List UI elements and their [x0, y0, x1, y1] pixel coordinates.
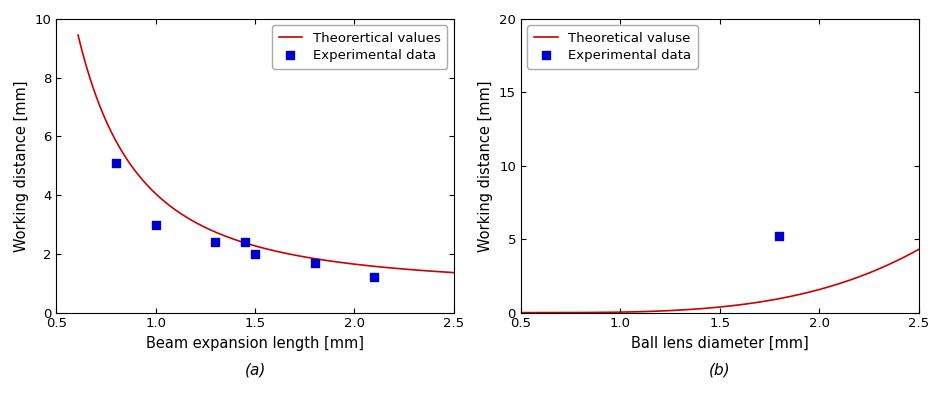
Line: Theoretical valuse: Theoretical valuse — [521, 249, 918, 313]
Theoretical valuse — [913, 247, 924, 252]
X-axis label: Beam expansion length [mm]: Beam expansion length [mm] — [146, 336, 364, 351]
Legend: Theorertical values, Experimental data: Theorertical values, Experimental data — [272, 26, 447, 69]
Theorertical values — [380, 265, 391, 270]
Experimental data — [108, 160, 124, 166]
X-axis label: Ball lens diameter [mm]: Ball lens diameter [mm] — [631, 336, 808, 351]
Experimental data — [771, 233, 786, 239]
Theoretical valuse — [706, 305, 718, 310]
Legend: Theoretical valuse, Experimental data: Theoretical valuse, Experimental data — [527, 26, 698, 69]
Theoretical valuse — [515, 310, 526, 315]
Experimental data — [247, 251, 262, 257]
Experimental data — [307, 259, 323, 266]
Theoretical valuse — [752, 300, 763, 305]
Experimental data — [148, 221, 163, 228]
Line: Theorertical values: Theorertical values — [78, 35, 454, 273]
Experimental data — [238, 239, 253, 245]
Theoretical valuse — [731, 303, 742, 308]
Theorertical values — [253, 245, 264, 249]
Theorertical values — [296, 254, 307, 259]
Theoretical valuse — [841, 279, 852, 284]
Y-axis label: Working distance [mm]: Working distance [mm] — [478, 80, 493, 252]
Text: (b): (b) — [709, 363, 731, 378]
Y-axis label: Working distance [mm]: Working distance [mm] — [14, 80, 29, 252]
Experimental data — [207, 239, 223, 245]
Text: (a): (a) — [244, 363, 266, 378]
Theoretical valuse — [903, 252, 915, 257]
Experimental data — [367, 274, 382, 281]
Theorertical values — [251, 244, 262, 249]
Theorertical values — [73, 33, 84, 37]
Theorertical values — [275, 250, 287, 255]
Theorertical values — [439, 269, 451, 274]
Theorertical values — [448, 270, 459, 275]
Theoretical valuse — [704, 306, 716, 311]
